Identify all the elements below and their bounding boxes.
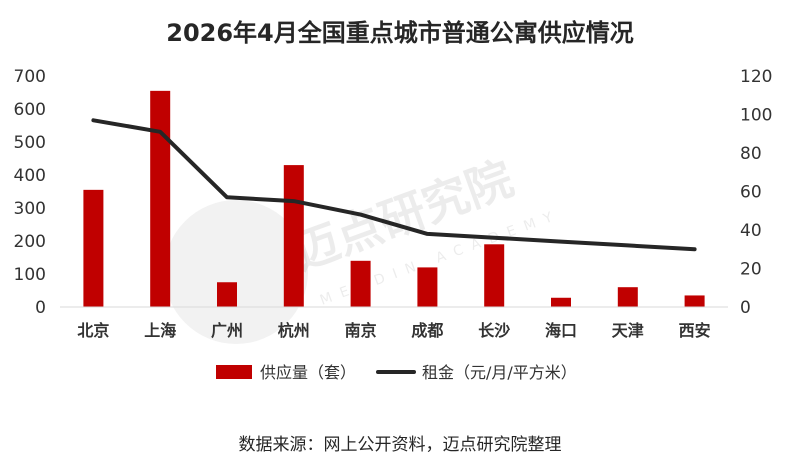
legend-label-rent: 租金（元/月/平方米）: [422, 363, 577, 382]
x-tick-label: 成都: [411, 321, 443, 340]
left-tick-label: 600: [14, 100, 46, 120]
left-tick-label: 300: [14, 199, 46, 219]
right-tick-label: 40: [740, 221, 762, 241]
bar-广州: [217, 282, 237, 307]
right-axis: 0 20 40 60 80 100 120: [740, 67, 772, 318]
left-tick-label: 700: [14, 67, 46, 87]
right-tick-label: 20: [740, 260, 762, 280]
legend-label-supply: 供应量（套）: [260, 363, 356, 382]
left-tick-label: 400: [14, 166, 46, 186]
x-tick-label: 北京: [77, 321, 109, 340]
right-tick-label: 60: [740, 183, 762, 203]
x-tick-label: 杭州: [278, 321, 310, 340]
bar-杭州: [283, 165, 304, 307]
legend: 供应量（套） 租金（元/月/平方米）: [216, 363, 577, 382]
x-tick-label: 长沙: [478, 321, 510, 340]
x-tick-label: 广州: [211, 321, 243, 340]
right-tick-label: 100: [740, 106, 772, 126]
right-tick-label: 0: [740, 298, 751, 318]
left-tick-label: 200: [14, 232, 46, 252]
x-tick-label: 天津: [612, 321, 644, 340]
right-tick-label: 120: [740, 67, 772, 87]
bar-成都: [417, 267, 438, 307]
left-tick-label: 0: [35, 298, 46, 318]
right-tick-label: 80: [740, 144, 762, 164]
left-axis: 0 100 200 300 400 500 600 700: [14, 67, 46, 318]
bar-北京: [83, 189, 104, 307]
left-tick-label: 100: [14, 265, 46, 285]
x-tick-label: 南京: [345, 321, 377, 340]
bar-上海: [150, 90, 171, 307]
x-tick-label: 西安: [679, 321, 711, 340]
x-axis: 北京 上海 广州 杭州 南京 成都 长沙 海口 天津 西安: [77, 321, 710, 340]
bar-海口: [551, 297, 571, 307]
bar-长沙: [484, 244, 505, 307]
watermark-logo-icon: [164, 200, 308, 344]
x-tick-label: 上海: [144, 321, 176, 340]
x-tick-label: 海口: [545, 321, 577, 340]
bar-西安: [684, 295, 705, 307]
left-tick-label: 500: [14, 133, 46, 153]
bar-天津: [617, 287, 638, 307]
line-series: [91, 118, 697, 252]
legend-swatch-supply: [216, 365, 252, 379]
bar-南京: [350, 260, 371, 307]
chart-title: 2026年4月全国重点城市普通公寓供应情况: [166, 19, 634, 47]
source-note: 数据来源：网上公开资料，迈点研究院整理: [239, 435, 562, 455]
